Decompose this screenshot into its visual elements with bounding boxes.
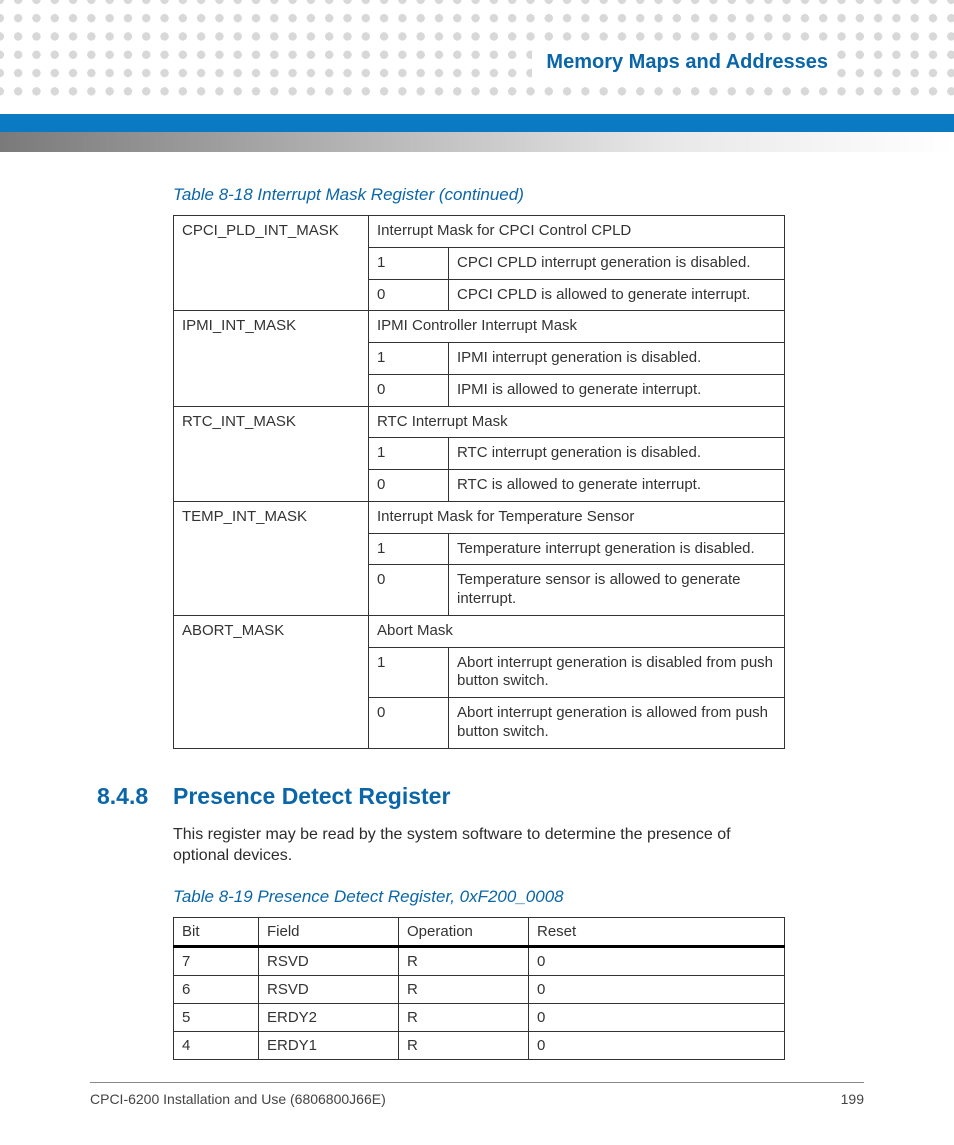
cell-field: RSVD	[259, 975, 399, 1003]
cell-op: R	[399, 946, 529, 975]
bit-value: 0	[369, 698, 449, 749]
bit-description: RTC is allowed to generate interrupt.	[449, 470, 785, 502]
cell-bit: 6	[174, 975, 259, 1003]
cell-reset: 0	[529, 1031, 785, 1059]
register-name: TEMP_INT_MASK	[174, 501, 369, 615]
register-title: IPMI Controller Interrupt Mask	[369, 311, 785, 343]
bit-description: Temperature sensor is allowed to generat…	[449, 565, 785, 616]
bit-value: 0	[369, 279, 449, 311]
register-name: IPMI_INT_MASK	[174, 311, 369, 406]
page-footer: CPCI-6200 Installation and Use (6806800J…	[90, 1082, 864, 1107]
section-body-text: This register may be read by the system …	[173, 824, 785, 867]
section-number: 8.4.8	[97, 783, 173, 810]
bit-description: Abort interrupt generation is allowed fr…	[449, 698, 785, 749]
header-blue-bar	[0, 114, 954, 132]
bit-description: CPCI CPLD is allowed to generate interru…	[449, 279, 785, 311]
register-name: RTC_INT_MASK	[174, 406, 369, 501]
table-row: 5ERDY2R0	[174, 1003, 785, 1031]
table-8-19: Bit Field Operation Reset 7RSVDR06RSVDR0…	[173, 917, 785, 1060]
bit-description: IPMI interrupt generation is disabled.	[449, 343, 785, 375]
bit-description: Temperature interrupt generation is disa…	[449, 533, 785, 565]
cell-bit: 7	[174, 946, 259, 975]
bit-description: Abort interrupt generation is disabled f…	[449, 647, 785, 698]
register-name: CPCI_PLD_INT_MASK	[174, 216, 369, 311]
bit-description: IPMI is allowed to generate interrupt.	[449, 374, 785, 406]
chapter-title-box: Memory Maps and Addresses	[532, 45, 836, 80]
table-row: 6RSVDR0	[174, 975, 785, 1003]
bit-description: CPCI CPLD interrupt generation is disabl…	[449, 247, 785, 279]
cell-bit: 5	[174, 1003, 259, 1031]
bit-value: 1	[369, 647, 449, 698]
table-8-19-caption: Table 8-19 Presence Detect Register, 0xF…	[173, 887, 785, 907]
footer-page-number: 199	[841, 1091, 864, 1107]
register-title: Interrupt Mask for Temperature Sensor	[369, 501, 785, 533]
col-bit: Bit	[174, 917, 259, 946]
register-title: Abort Mask	[369, 615, 785, 647]
col-op: Operation	[399, 917, 529, 946]
cell-field: RSVD	[259, 946, 399, 975]
col-field: Field	[259, 917, 399, 946]
cell-op: R	[399, 1031, 529, 1059]
bit-description: RTC interrupt generation is disabled.	[449, 438, 785, 470]
register-title: RTC Interrupt Mask	[369, 406, 785, 438]
cell-field: ERDY2	[259, 1003, 399, 1031]
bit-value: 1	[369, 533, 449, 565]
table-row: 7RSVDR0	[174, 946, 785, 975]
header-gradient-bar	[0, 132, 954, 152]
bit-value: 0	[369, 470, 449, 502]
cell-reset: 0	[529, 946, 785, 975]
table-row: 4ERDY1R0	[174, 1031, 785, 1059]
col-reset: Reset	[529, 917, 785, 946]
register-name: ABORT_MASK	[174, 615, 369, 748]
table-8-18-caption: Table 8-18 Interrupt Mask Register (cont…	[173, 185, 785, 205]
bit-value: 0	[369, 565, 449, 616]
cell-op: R	[399, 975, 529, 1003]
cell-field: ERDY1	[259, 1031, 399, 1059]
bit-value: 0	[369, 374, 449, 406]
bit-value: 1	[369, 438, 449, 470]
cell-bit: 4	[174, 1031, 259, 1059]
cell-reset: 0	[529, 975, 785, 1003]
chapter-title: Memory Maps and Addresses	[546, 51, 828, 73]
table-8-18: CPCI_PLD_INT_MASKInterrupt Mask for CPCI…	[173, 215, 785, 749]
footer-doc-id: CPCI-6200 Installation and Use (6806800J…	[90, 1091, 386, 1107]
bit-value: 1	[369, 247, 449, 279]
cell-reset: 0	[529, 1003, 785, 1031]
register-title: Interrupt Mask for CPCI Control CPLD	[369, 216, 785, 248]
section-title: Presence Detect Register	[173, 783, 450, 810]
bit-value: 1	[369, 343, 449, 375]
table-header-row: Bit Field Operation Reset	[174, 917, 785, 946]
cell-op: R	[399, 1003, 529, 1031]
